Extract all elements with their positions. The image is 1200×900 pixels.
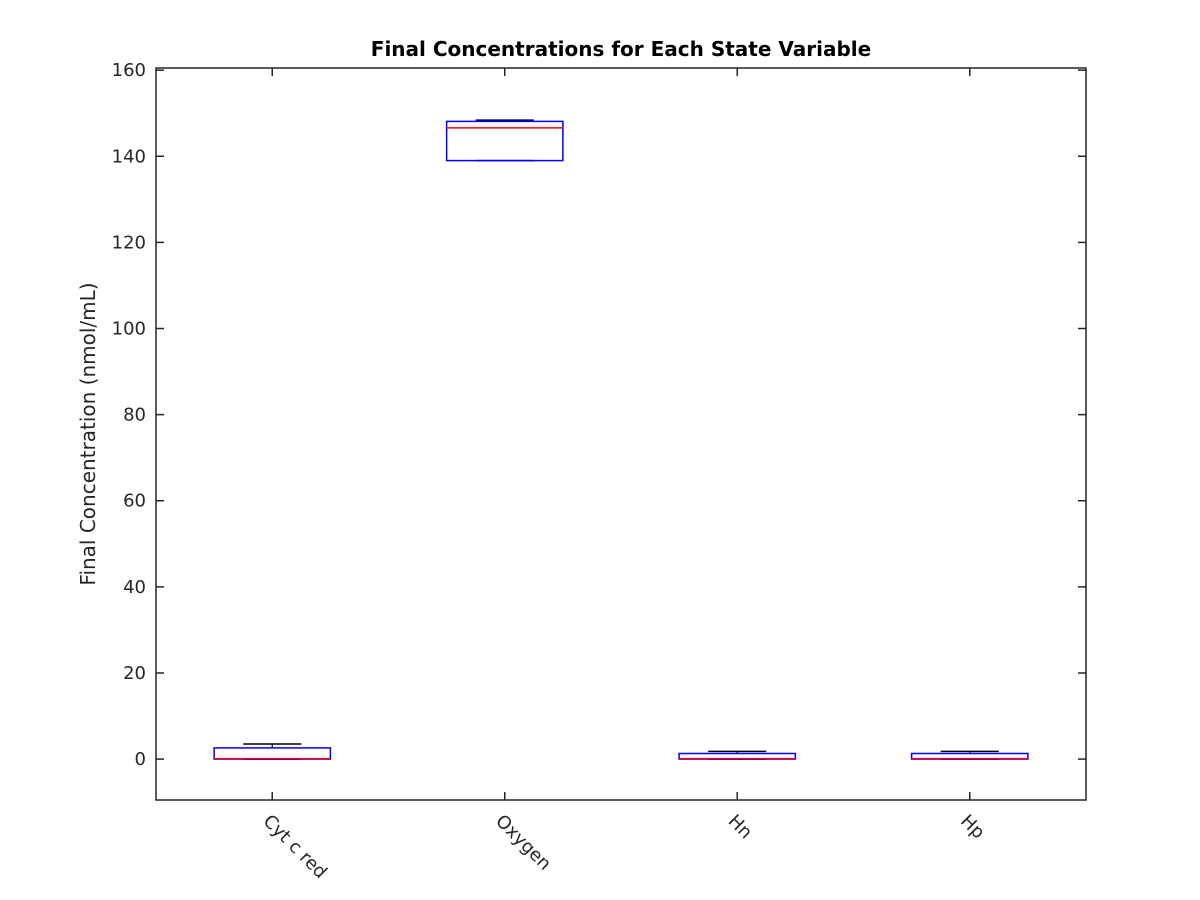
x-tick-label: Oxygen <box>491 811 555 875</box>
y-tick-label: 40 <box>123 577 146 598</box>
y-tick-label: 20 <box>123 663 146 684</box>
y-tick-label: 0 <box>135 749 146 770</box>
y-tick-label: 100 <box>112 319 146 340</box>
box-series <box>213 119 1029 760</box>
y-tick-label: 80 <box>123 405 146 426</box>
x-tick-label: Hp <box>956 811 989 844</box>
chart-title: Final Concentrations for Each State Vari… <box>371 37 871 61</box>
box-cyt-c-red <box>213 743 332 760</box>
x-tick-label: Cyt c red <box>259 811 331 883</box>
x-tick-label: Hn <box>724 811 756 843</box>
y-tick-label: 120 <box>112 232 146 253</box>
box-oxygen <box>445 119 564 162</box>
y-tick-label: 60 <box>123 491 146 512</box>
y-axis-ticks: 0 20 40 60 80 100 120 140 160 <box>112 60 1086 770</box>
box-hp <box>910 750 1029 760</box>
box-hn <box>678 750 797 760</box>
y-tick-label: 160 <box>112 60 146 81</box>
plot-area <box>155 67 1087 801</box>
y-axis-label: Final Concentration (nmol/mL) <box>76 282 100 585</box>
box-iqr <box>445 120 564 162</box>
y-tick-label: 140 <box>112 146 146 167</box>
